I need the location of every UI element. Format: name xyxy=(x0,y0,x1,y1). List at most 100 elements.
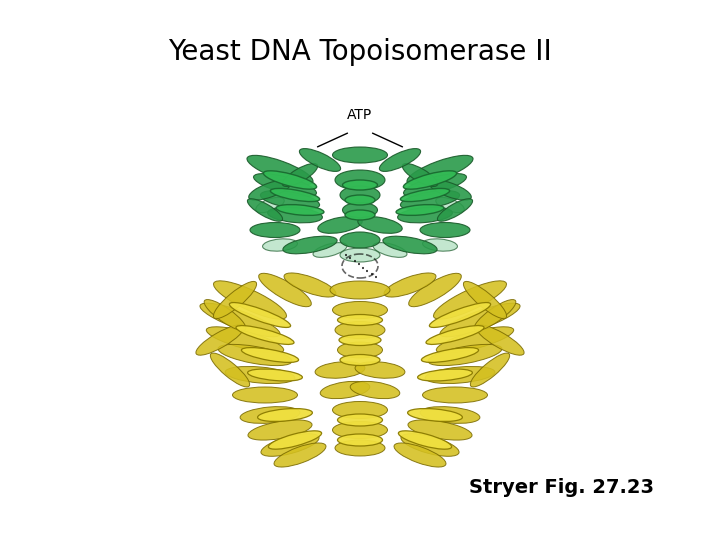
Ellipse shape xyxy=(408,409,462,421)
Ellipse shape xyxy=(402,164,438,186)
Ellipse shape xyxy=(335,321,385,339)
Ellipse shape xyxy=(320,381,370,399)
Ellipse shape xyxy=(350,381,400,399)
Ellipse shape xyxy=(338,434,382,446)
Ellipse shape xyxy=(230,302,291,327)
Ellipse shape xyxy=(300,148,341,171)
Ellipse shape xyxy=(373,242,407,258)
Ellipse shape xyxy=(400,191,459,210)
Ellipse shape xyxy=(256,198,284,213)
Ellipse shape xyxy=(409,273,462,307)
Ellipse shape xyxy=(225,367,295,383)
Ellipse shape xyxy=(274,443,326,467)
Ellipse shape xyxy=(403,171,456,189)
Ellipse shape xyxy=(420,222,470,238)
Ellipse shape xyxy=(264,171,317,189)
Ellipse shape xyxy=(233,387,297,403)
Ellipse shape xyxy=(214,281,287,319)
Ellipse shape xyxy=(250,222,300,238)
Ellipse shape xyxy=(258,273,311,307)
Ellipse shape xyxy=(423,239,457,251)
Text: Yeast DNA Topoisomerase II: Yeast DNA Topoisomerase II xyxy=(168,38,552,66)
Ellipse shape xyxy=(340,248,380,262)
Ellipse shape xyxy=(476,325,524,355)
Ellipse shape xyxy=(218,345,292,366)
Ellipse shape xyxy=(282,164,318,186)
Ellipse shape xyxy=(261,191,320,210)
Ellipse shape xyxy=(263,239,297,251)
Ellipse shape xyxy=(261,434,319,456)
Ellipse shape xyxy=(333,147,387,163)
Ellipse shape xyxy=(421,348,479,362)
Ellipse shape xyxy=(271,188,320,201)
Ellipse shape xyxy=(428,180,472,200)
Ellipse shape xyxy=(358,217,402,233)
Ellipse shape xyxy=(204,300,246,330)
Ellipse shape xyxy=(241,348,299,362)
Ellipse shape xyxy=(339,334,381,346)
Ellipse shape xyxy=(436,198,464,213)
Ellipse shape xyxy=(464,281,507,319)
Ellipse shape xyxy=(428,345,502,366)
Ellipse shape xyxy=(247,156,313,185)
Ellipse shape xyxy=(355,362,405,378)
Ellipse shape xyxy=(345,210,375,220)
Ellipse shape xyxy=(474,300,516,330)
Ellipse shape xyxy=(400,188,449,201)
Ellipse shape xyxy=(426,326,484,345)
Ellipse shape xyxy=(248,199,282,221)
Ellipse shape xyxy=(343,180,377,190)
Ellipse shape xyxy=(420,407,480,423)
Ellipse shape xyxy=(423,387,487,403)
Ellipse shape xyxy=(436,327,513,353)
Ellipse shape xyxy=(338,314,382,326)
Ellipse shape xyxy=(269,431,322,449)
Ellipse shape xyxy=(394,443,446,467)
Ellipse shape xyxy=(408,420,472,440)
Ellipse shape xyxy=(196,325,244,355)
Ellipse shape xyxy=(384,273,436,297)
Ellipse shape xyxy=(335,440,385,456)
Ellipse shape xyxy=(335,170,385,190)
Ellipse shape xyxy=(338,342,382,358)
Ellipse shape xyxy=(253,173,317,197)
Text: Stryer Fig. 27.23: Stryer Fig. 27.23 xyxy=(469,478,654,497)
Ellipse shape xyxy=(240,407,300,423)
Ellipse shape xyxy=(330,281,390,299)
Ellipse shape xyxy=(248,420,312,440)
Ellipse shape xyxy=(276,205,324,215)
Ellipse shape xyxy=(418,369,472,381)
Ellipse shape xyxy=(433,281,506,319)
Text: ATP: ATP xyxy=(347,108,373,122)
Ellipse shape xyxy=(438,199,472,221)
Ellipse shape xyxy=(401,434,459,456)
Ellipse shape xyxy=(379,148,420,171)
Ellipse shape xyxy=(425,367,495,383)
Ellipse shape xyxy=(429,302,490,327)
Ellipse shape xyxy=(343,202,377,218)
Ellipse shape xyxy=(315,362,365,378)
Ellipse shape xyxy=(248,180,292,200)
Ellipse shape xyxy=(200,303,280,337)
Ellipse shape xyxy=(440,303,520,337)
Ellipse shape xyxy=(383,236,437,254)
Ellipse shape xyxy=(403,173,467,197)
Ellipse shape xyxy=(398,431,451,449)
Ellipse shape xyxy=(268,207,323,223)
Ellipse shape xyxy=(248,369,302,381)
Ellipse shape xyxy=(340,186,380,204)
Ellipse shape xyxy=(333,301,387,319)
Ellipse shape xyxy=(340,232,380,248)
Ellipse shape xyxy=(345,195,375,205)
Ellipse shape xyxy=(338,414,382,426)
Ellipse shape xyxy=(333,422,387,438)
Ellipse shape xyxy=(207,327,284,353)
Ellipse shape xyxy=(210,353,250,387)
Ellipse shape xyxy=(313,242,347,258)
Ellipse shape xyxy=(407,156,473,185)
Ellipse shape xyxy=(236,326,294,345)
Ellipse shape xyxy=(396,205,444,215)
Ellipse shape xyxy=(470,353,510,387)
Ellipse shape xyxy=(258,409,312,421)
Ellipse shape xyxy=(318,217,362,233)
